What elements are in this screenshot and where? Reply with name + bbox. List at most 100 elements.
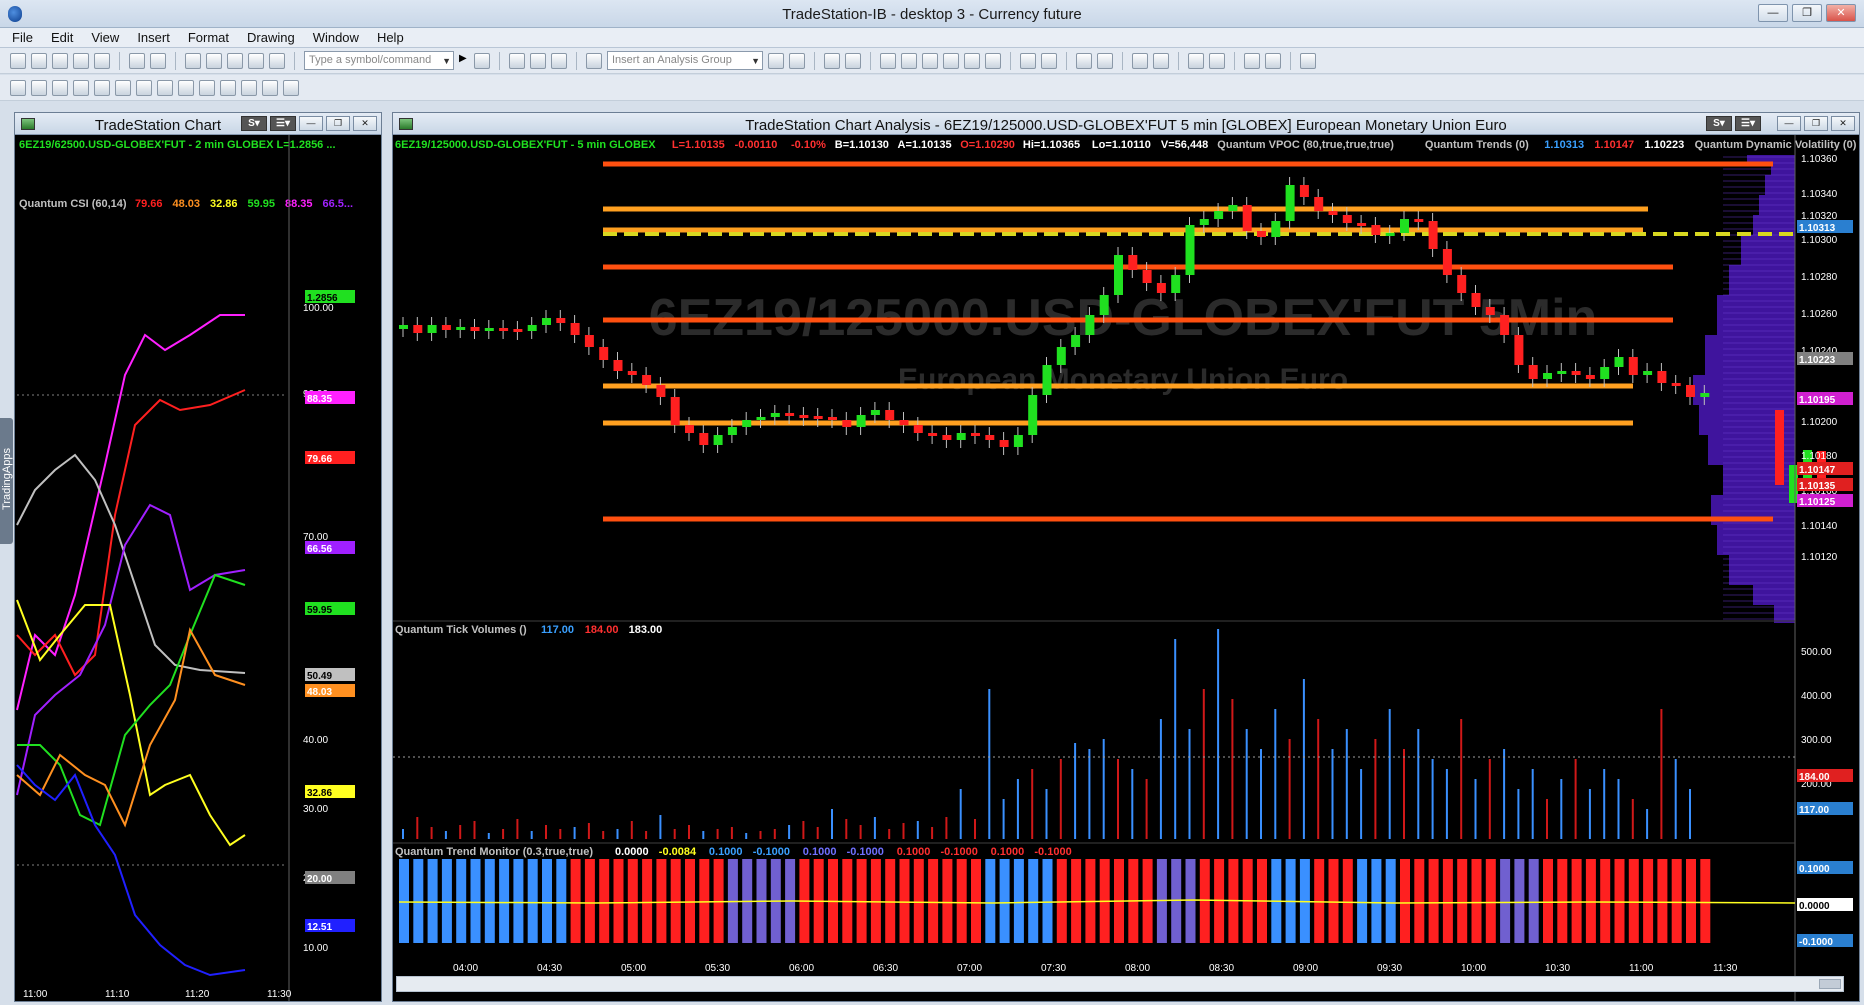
- left-minimize-button[interactable]: —: [299, 116, 323, 131]
- candle-body: [813, 416, 823, 419]
- trend-bar: [1428, 859, 1439, 943]
- trend-bar: [1028, 859, 1039, 943]
- color-bars-icon[interactable]: [1076, 52, 1092, 69]
- scrollbar-thumb[interactable]: [1819, 979, 1841, 989]
- price-tick: 1.10340: [1801, 189, 1838, 200]
- options-icon[interactable]: [199, 79, 215, 96]
- candle-body: [1114, 255, 1123, 295]
- menu-help[interactable]: Help: [376, 30, 404, 45]
- menu-format[interactable]: Format: [187, 30, 229, 45]
- radarscreen-icon[interactable]: [31, 79, 47, 96]
- analysis-add-icon[interactable]: [768, 52, 784, 69]
- scanner-icon[interactable]: [115, 79, 131, 96]
- trend-bar: [1042, 859, 1053, 943]
- price-tag-bg: [1797, 352, 1853, 365]
- close-button[interactable]: ✕: [1826, 4, 1856, 22]
- maximize-button[interactable]: ❐: [1792, 4, 1822, 22]
- window-cascade-icon[interactable]: [206, 52, 222, 69]
- save-all-icon[interactable]: [73, 52, 89, 69]
- main-maximize-button[interactable]: ❐: [1804, 116, 1828, 131]
- chart-properties-icon[interactable]: [509, 52, 525, 69]
- analysis-group-select[interactable]: Insert an Analysis Group ▼: [607, 51, 763, 70]
- zoom-in-icon[interactable]: [1132, 52, 1148, 69]
- link-icon[interactable]: [248, 52, 264, 69]
- chart-window-icon: [21, 118, 35, 130]
- play-icon[interactable]: ▶: [459, 52, 467, 64]
- time-label: 11:30: [1713, 963, 1738, 974]
- window-tile-icon[interactable]: [185, 52, 201, 69]
- analysis-remove-icon[interactable]: [789, 52, 805, 69]
- trend-bar: [456, 859, 467, 943]
- quote-icon[interactable]: [73, 79, 89, 96]
- time-sales-icon[interactable]: [157, 79, 173, 96]
- drawing-icon[interactable]: [1209, 52, 1225, 69]
- left-maximize-button[interactable]: ❐: [326, 116, 350, 131]
- scroll-icon[interactable]: [845, 52, 861, 69]
- chart-horizontal-scrollbar[interactable]: [396, 976, 1844, 992]
- menu-window[interactable]: Window: [312, 30, 359, 45]
- settings-icon[interactable]: [1265, 52, 1281, 69]
- trend-bar: [685, 859, 695, 943]
- refresh-icon[interactable]: [824, 52, 840, 69]
- compress-icon[interactable]: [1041, 52, 1057, 69]
- page-menu-button[interactable]: ☰▾: [270, 116, 296, 131]
- menu-file[interactable]: File: [12, 30, 33, 45]
- tradingapps-side-tab[interactable]: TradingApps: [0, 418, 13, 544]
- print-setup-icon[interactable]: [283, 79, 299, 96]
- minimize-button[interactable]: —: [1758, 4, 1788, 22]
- chart-analysis-icon[interactable]: [10, 79, 26, 96]
- pointer-icon[interactable]: [1188, 52, 1204, 69]
- menu-view[interactable]: View: [91, 30, 120, 45]
- order-bar-icon[interactable]: [136, 79, 152, 96]
- menu-drawing[interactable]: Drawing: [247, 30, 295, 45]
- trend-tag-bg: [1797, 898, 1853, 911]
- left-close-button[interactable]: ✕: [353, 116, 377, 131]
- menu-edit[interactable]: Edit: [50, 30, 74, 45]
- left-chart-canvas[interactable]: 6EZ19/62500.USD-GLOBEX'FUT - 2 min GLOBE…: [15, 135, 381, 1001]
- save-icon[interactable]: [52, 52, 68, 69]
- tools-icon[interactable]: [1244, 52, 1260, 69]
- strategy-icon[interactable]: [220, 79, 236, 96]
- symbol-lookup-icon[interactable]: [474, 52, 490, 69]
- menu-insert[interactable]: Insert: [137, 30, 170, 45]
- lock-icon[interactable]: [227, 52, 243, 69]
- candle-hollow-icon[interactable]: [985, 52, 1001, 69]
- main-page-menu-button[interactable]: ☰▾: [1735, 116, 1761, 131]
- symbol-input[interactable]: Type a symbol/command ▼: [304, 51, 454, 70]
- candle-body: [1457, 275, 1467, 293]
- bar-chart-icon[interactable]: [880, 52, 896, 69]
- globe-icon[interactable]: [269, 52, 285, 69]
- open-icon[interactable]: [31, 52, 47, 69]
- analysis-icon[interactable]: [586, 52, 602, 69]
- candle-body: [842, 420, 852, 427]
- style-icon[interactable]: [1097, 52, 1113, 69]
- trend-monitor-values: 0.0000 -0.0084 0.1000 -0.1000 0.1000 -0.1000 0…: [615, 846, 1072, 858]
- print-preview-icon[interactable]: [94, 52, 110, 69]
- expand-icon[interactable]: [1020, 52, 1036, 69]
- print-icon[interactable]: [129, 52, 145, 69]
- export-icon[interactable]: [262, 79, 278, 96]
- new-icon[interactable]: [10, 52, 26, 69]
- candle-body: [642, 375, 652, 385]
- news-icon[interactable]: [94, 79, 110, 96]
- matrix-icon[interactable]: [52, 79, 68, 96]
- main-symbol-link-button[interactable]: S▾: [1706, 116, 1732, 131]
- printer-icon[interactable]: [150, 52, 166, 69]
- line-chart-icon[interactable]: [901, 52, 917, 69]
- symbol-link-button[interactable]: S▾: [241, 116, 267, 131]
- zoom-out-icon[interactable]: [1153, 52, 1169, 69]
- hot-lists-icon[interactable]: [178, 79, 194, 96]
- trend-value: 0.1000: [803, 846, 837, 858]
- candlestick-icon[interactable]: [943, 52, 959, 69]
- candle-body: [1042, 365, 1052, 395]
- workspace-icon[interactable]: [241, 79, 257, 96]
- main-minimize-button[interactable]: —: [1777, 116, 1801, 131]
- volume-icon[interactable]: [922, 52, 938, 69]
- help-icon[interactable]: [1300, 52, 1316, 69]
- main-close-button[interactable]: ✕: [1831, 116, 1855, 131]
- main-chart-canvas[interactable]: 6EZ19/125000.USD-GLOBEX'FUT 5Min Europea…: [393, 135, 1859, 1001]
- format-icon[interactable]: [530, 52, 546, 69]
- grid-icon[interactable]: [551, 52, 567, 69]
- candle-red-icon[interactable]: [964, 52, 980, 69]
- trend-monitor-label: Quantum Trend Monitor (0.3,true,true): [395, 846, 593, 858]
